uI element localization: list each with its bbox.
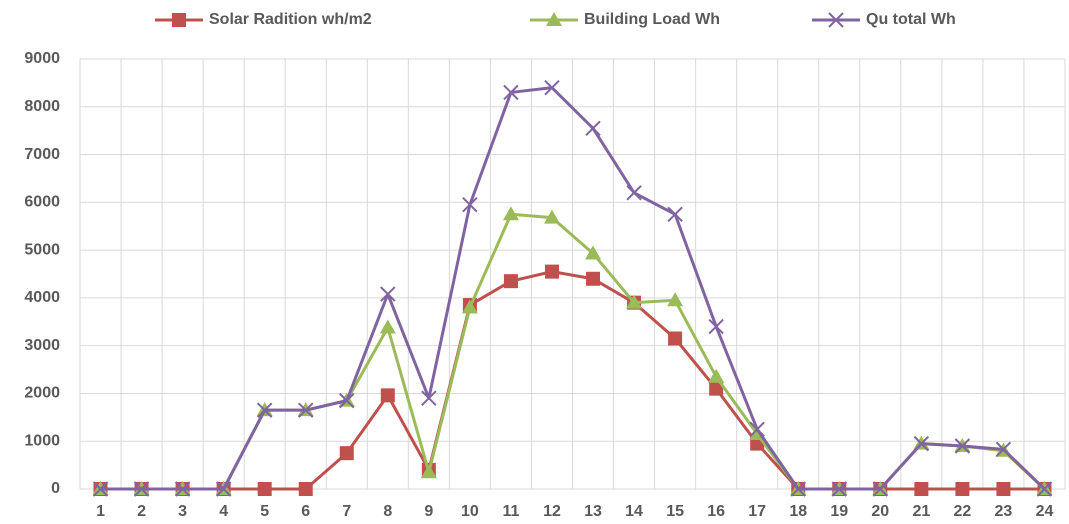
marker: [503, 274, 518, 289]
x-tick-label: 19: [830, 503, 848, 520]
marker: [298, 482, 313, 496]
x-tick-label: 10: [461, 503, 479, 520]
y-tick-label: 6000: [24, 194, 60, 211]
marker: [749, 421, 765, 437]
marker: [544, 79, 560, 96]
x-tick-label: 22: [953, 503, 971, 520]
marker: [421, 390, 437, 406]
marker: [544, 264, 559, 279]
y-tick-label: 8000: [24, 98, 60, 115]
marker: [955, 482, 970, 496]
marker: [626, 185, 642, 201]
y-tick-label: 9000: [24, 50, 60, 67]
marker: [626, 294, 643, 309]
marker: [667, 206, 683, 222]
x-tick-label: 7: [342, 503, 351, 520]
marker: [708, 318, 724, 335]
x-tick-label: 23: [995, 503, 1013, 520]
marker: [543, 209, 560, 224]
marker: [1036, 481, 1053, 497]
y-tick-label: 2000: [24, 385, 60, 402]
y-tick-label: 5000: [24, 241, 60, 258]
marker: [585, 120, 601, 136]
x-tick-label: 6: [301, 503, 310, 520]
y-tick-label: 4000: [24, 289, 60, 306]
marker: [872, 481, 889, 497]
y-tick-label: 1000: [24, 432, 60, 449]
x-tick-label: 12: [543, 503, 561, 520]
marker: [462, 197, 478, 213]
marker: [92, 481, 109, 497]
marker: [133, 481, 150, 497]
x-tick-label: 14: [625, 503, 643, 520]
marker: [379, 319, 396, 334]
marker: [461, 299, 478, 314]
x-tick-label: 20: [871, 503, 889, 520]
marker: [828, 12, 844, 28]
marker: [995, 441, 1012, 458]
x-tick-label: 2: [137, 503, 146, 520]
marker: [668, 331, 683, 346]
marker: [298, 402, 314, 418]
x-tick-label: 1: [96, 503, 105, 520]
marker: [996, 482, 1011, 496]
x-tick-label: 11: [502, 503, 519, 520]
marker: [215, 481, 232, 497]
marker: [339, 392, 355, 409]
x-tick-label: 17: [748, 503, 766, 520]
marker: [420, 464, 437, 479]
marker: [257, 482, 272, 496]
x-tick-label: 16: [707, 503, 725, 520]
marker: [172, 13, 186, 27]
marker: [546, 12, 562, 26]
marker: [380, 388, 395, 403]
y-tick-label: 7000: [24, 146, 60, 163]
marker: [502, 206, 519, 221]
marker: [174, 481, 191, 497]
x-tick-label: 15: [666, 503, 684, 520]
x-tick-label: 8: [383, 503, 392, 520]
marker: [586, 271, 601, 286]
x-tick-label: 9: [424, 503, 433, 520]
x-tick-label: 3: [178, 503, 187, 520]
x-tick-label: 24: [1036, 503, 1054, 520]
legend-label: Solar Radition wh/m2: [209, 11, 372, 28]
marker: [339, 446, 354, 461]
marker: [380, 286, 396, 302]
series-line: [100, 86, 1046, 491]
x-tick-label: 21: [912, 503, 930, 520]
marker: [708, 368, 725, 383]
marker: [585, 245, 602, 260]
x-tick-label: 5: [260, 503, 269, 520]
y-tick-label: 0: [51, 480, 60, 497]
x-tick-label: 18: [789, 503, 807, 520]
y-tick-label: 3000: [24, 337, 60, 354]
marker: [913, 435, 930, 452]
x-tick-label: 4: [219, 503, 228, 520]
marker: [709, 381, 724, 396]
marker: [256, 402, 273, 418]
marker: [667, 292, 684, 307]
marker: [954, 438, 971, 454]
legend-label: Building Load Wh: [584, 11, 720, 28]
x-tick-label: 13: [584, 503, 602, 520]
legend-label: Qu total Wh: [866, 11, 956, 28]
marker: [503, 84, 519, 101]
marker: [831, 481, 847, 497]
marker: [790, 481, 806, 497]
marker: [914, 482, 929, 496]
